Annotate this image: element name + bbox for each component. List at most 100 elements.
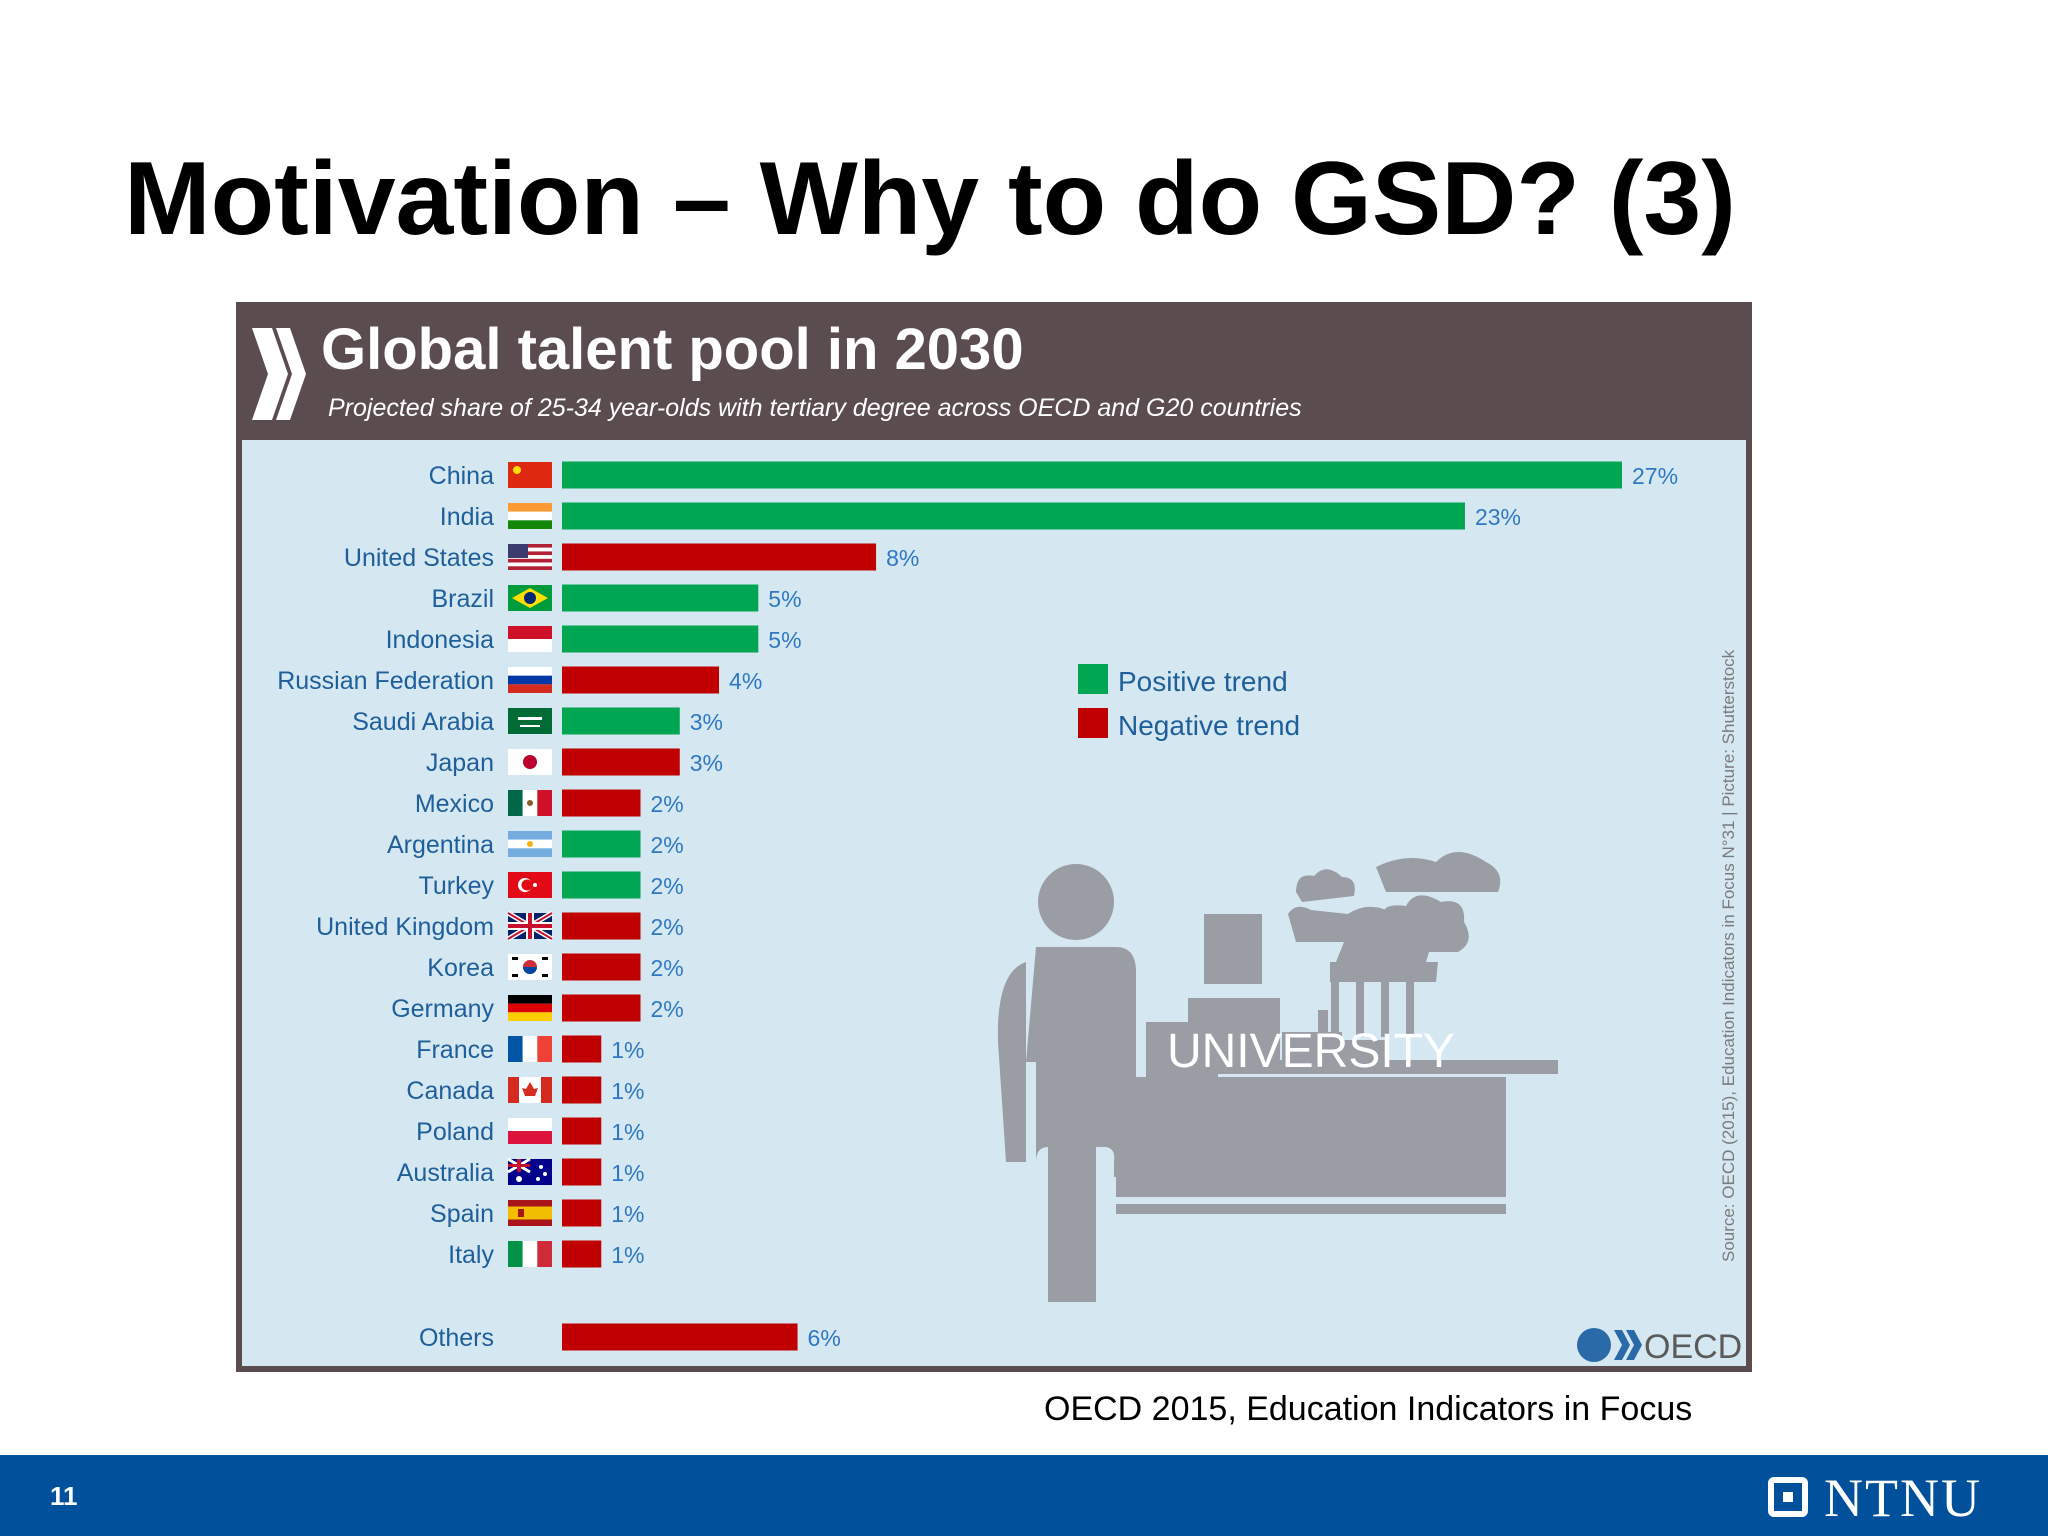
data-label-france: 1% [611,1037,644,1063]
bar-canada [562,1076,602,1104]
ntnu-logo-text: NTNU [1824,1468,1982,1528]
category-label-canada: Canada [406,1077,494,1105]
flag-icon-poland [508,1118,552,1144]
category-label-australia: Australia [397,1159,494,1187]
flag-icon-united-kingdom [506,910,554,942]
infographic-header: Global talent pool in 2030 Projected sha… [236,302,1752,440]
category-label-japan: Japan [426,749,494,777]
bar-australia [562,1158,602,1186]
data-label-italy: 1% [611,1242,644,1268]
flag-icon-argentina [508,831,552,857]
bar-korea [562,953,641,981]
flag-icon-india [508,503,552,529]
bar-spain [562,1199,602,1227]
page-number: 11 [50,1481,78,1511]
category-label-russian-federation: Russian Federation [277,667,494,695]
flag-icon-spain [508,1200,552,1226]
ntnu-logo-icon [1768,1477,1808,1517]
legend: Positive trend Negative trend [1078,664,1300,741]
data-label-japan: 3% [690,750,723,776]
category-label-argentina: Argentina [387,831,494,859]
bars: China 27% India 23% United States 8% Brazil 5% I… [277,461,1678,1352]
bar-argentina [562,830,641,858]
data-label-spain: 1% [611,1201,644,1227]
category-label-spain: Spain [430,1200,494,1228]
globe-icon [1577,1328,1611,1362]
chart-subtitle: Projected share of 25-34 year-olds with … [328,394,1302,422]
data-label-germany: 2% [651,996,684,1022]
flag-icon-germany [508,995,552,1021]
data-label-turkey: 2% [651,873,684,899]
data-label-mexico: 2% [651,791,684,817]
category-label-others: Others [419,1324,494,1352]
category-label-italy: Italy [448,1241,494,1269]
bar-united-states [562,543,877,571]
bar-italy [562,1240,602,1268]
ntnu-logo: NTNU [1768,1467,2008,1528]
chevron-logo-icon [252,328,306,420]
bar-poland [562,1117,602,1145]
flag-icon-saudi-arabia [508,708,552,734]
data-label-others: 6% [808,1325,841,1351]
category-label-indonesia: Indonesia [386,626,495,654]
flag-icon-indonesia [508,626,552,652]
bar-china [562,461,1622,489]
oecd-logo-text: OECD [1644,1328,1742,1366]
bar-india [562,502,1465,530]
legend-swatch-negative [1078,708,1108,738]
chart-title: Global talent pool in 2030 [321,317,1024,382]
data-label-indonesia: 5% [768,627,801,653]
data-label-poland: 1% [611,1119,644,1145]
bar-turkey [562,871,641,899]
category-label-korea: Korea [427,954,494,982]
bar-germany [562,994,641,1022]
flag-icon-brazil [508,585,552,611]
data-label-korea: 2% [651,955,684,981]
category-label-united-states: United States [344,544,494,572]
bar-russian-federation [562,666,720,694]
bar-france [562,1035,602,1063]
university-illustration [997,852,1558,1302]
flag-icon-australia [507,1157,552,1185]
category-label-china: China [429,462,494,490]
category-label-germany: Germany [391,995,494,1023]
category-label-brazil: Brazil [431,585,494,613]
flag-icon-turkey [508,872,552,898]
flag-icon-united-states [508,544,552,570]
bar-saudi-arabia [562,707,680,735]
university-label: UNIVERSITY [1167,1025,1455,1078]
bar-mexico [562,789,641,817]
bar-indonesia [562,625,759,653]
category-label-united-kingdom: United Kingdom [316,913,494,941]
flag-icon-china [508,462,552,488]
flag-icon-italy [508,1241,552,1267]
category-label-mexico: Mexico [415,790,494,818]
data-label-china: 27% [1632,463,1678,489]
source-credit: Source: OECD (2015), Education Indicator… [1719,649,1738,1262]
data-label-canada: 1% [611,1078,644,1104]
data-label-russian-federation: 4% [729,668,762,694]
category-label-india: India [440,503,494,531]
flag-icon-japan [508,749,552,775]
data-label-brazil: 5% [768,586,801,612]
slide-title: Motivation – Why to do GSD? (3) [124,141,1736,257]
data-label-saudi-arabia: 3% [690,709,723,735]
bar-brazil [562,584,759,612]
legend-label-negative: Negative trend [1118,710,1300,741]
legend-swatch-positive [1078,664,1108,694]
flag-icon-canada [508,1077,552,1103]
footer-bar: 11 NTNU [0,1455,2048,1536]
category-label-france: France [416,1036,494,1064]
flag-icon-mexico [508,790,552,816]
bar-united-kingdom [562,912,641,940]
infographic: Global talent pool in 2030 Projected sha… [236,302,1752,1372]
data-label-india: 23% [1475,504,1521,530]
flag-icon-korea [508,954,552,980]
flag-icon-russian-federation [508,667,552,693]
category-label-poland: Poland [416,1118,494,1146]
data-label-argentina: 2% [651,832,684,858]
data-label-united-states: 8% [886,545,919,571]
bar-others [562,1323,798,1351]
category-label-turkey: Turkey [419,872,495,900]
category-label-saudi-arabia: Saudi Arabia [352,708,494,736]
